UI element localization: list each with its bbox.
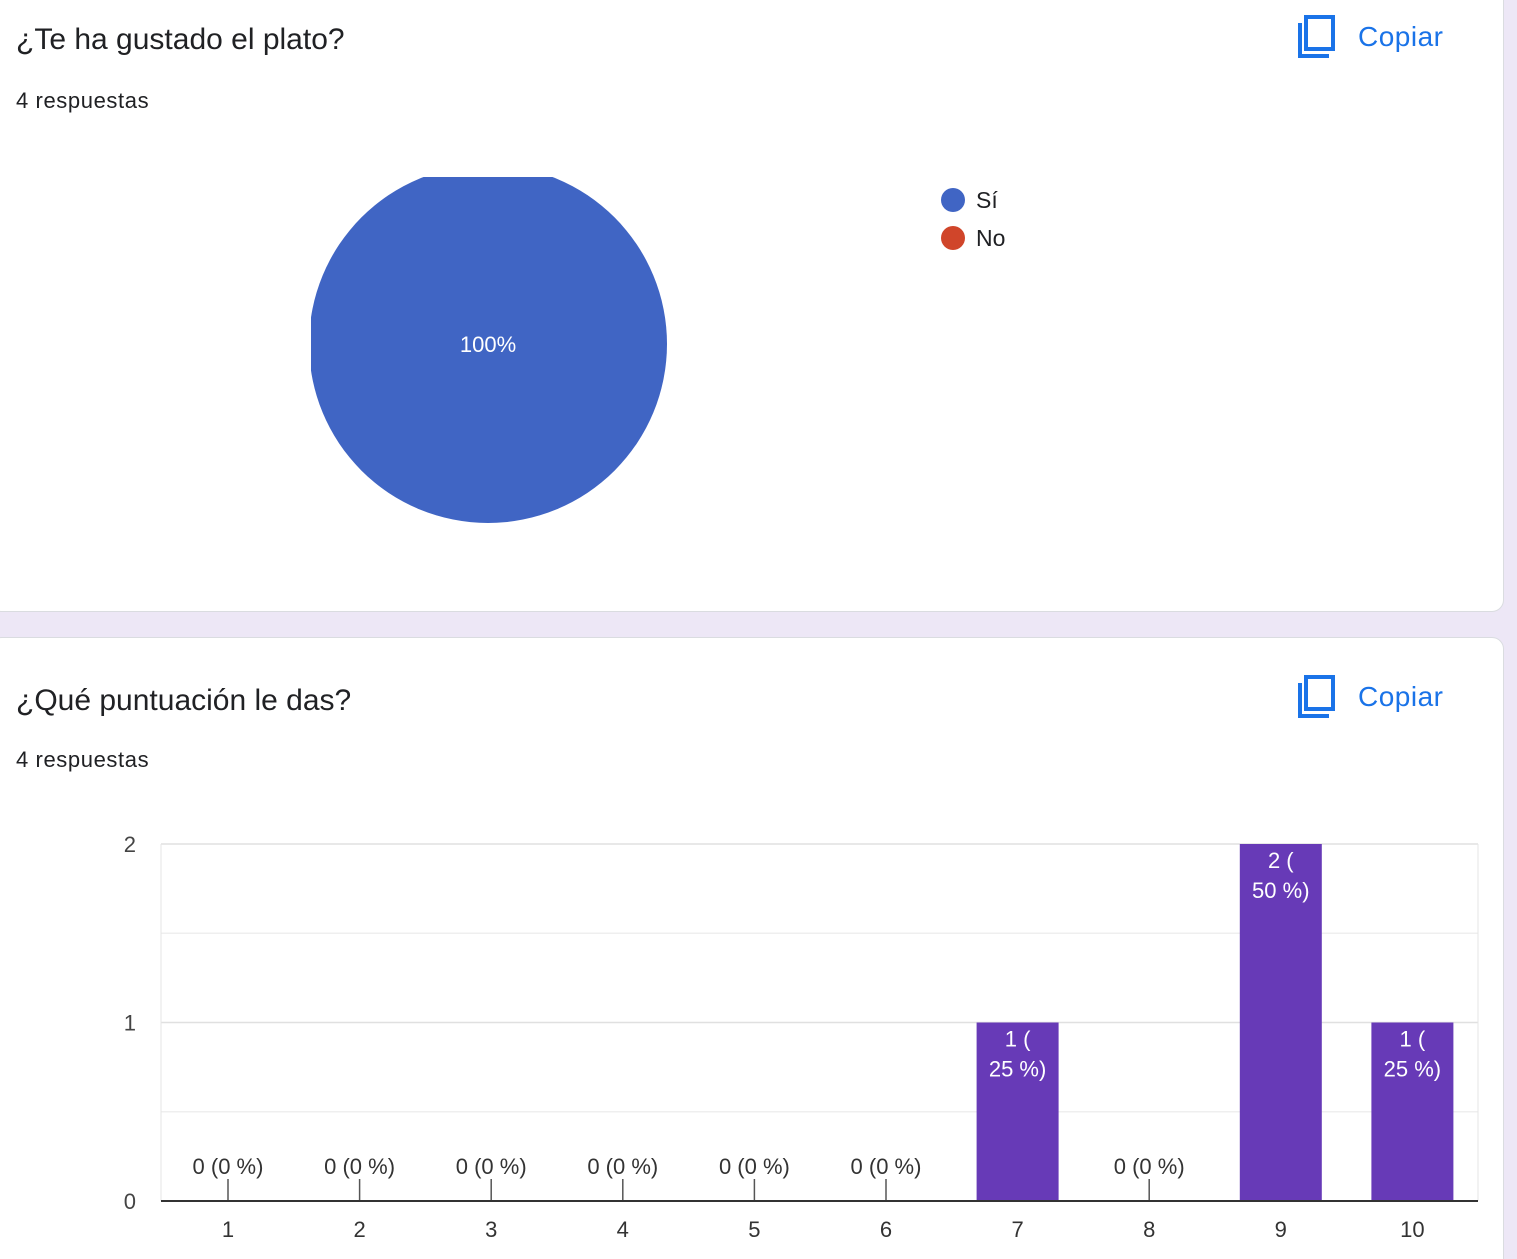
x-tick-label: 5 — [748, 1217, 760, 1242]
y-tick-label: 2 — [124, 832, 136, 857]
question-card-liked: ¿Te ha gustado el plato? 4 respuestas Co… — [0, 0, 1504, 612]
legend-swatch — [941, 188, 965, 212]
bar-data-label: 25 %) — [989, 1057, 1046, 1082]
copy-icon — [1298, 675, 1335, 718]
copy-button[interactable]: Copiar — [1296, 675, 1443, 719]
bar-data-label: 0 (0 %) — [719, 1154, 790, 1179]
response-count: 4 respuestas — [16, 747, 150, 772]
bar-data-label: 0 (0 %) — [456, 1154, 527, 1179]
copy-label: Copiar — [1358, 21, 1444, 52]
x-tick-label: 9 — [1275, 1217, 1287, 1242]
bar-data-label: 0 (0 %) — [587, 1154, 658, 1179]
bar-data-label: 50 %) — [1252, 878, 1309, 903]
x-tick-label: 4 — [617, 1217, 629, 1242]
legend-label: Sí — [976, 186, 998, 213]
question-title: ¿Qué puntuación le das? — [16, 684, 352, 717]
legend-item: Sí — [941, 181, 1005, 219]
bar-chart: 0 1 2 0 (0 %) 1 0 (0 %) 2 0 (0 %) 3 0 (0 %) 4 0 (0 … — [124, 832, 1479, 1242]
bar-data-label: 25 %) — [1384, 1057, 1441, 1082]
x-tick-label: 1 — [222, 1217, 234, 1242]
y-tick-label: 1 — [124, 1011, 136, 1036]
pie-slice-label: 100% — [460, 332, 516, 357]
bar — [976, 1022, 1059, 1201]
question-title: ¿Te ha gustado el plato? — [16, 23, 345, 56]
bar-data-label: 1 ( — [1005, 1027, 1031, 1052]
bar-data-label: 2 ( — [1268, 848, 1294, 873]
legend-label: No — [976, 224, 1006, 251]
x-tick-label: 10 — [1400, 1217, 1424, 1242]
y-tick-label: 0 — [124, 1189, 136, 1214]
bar-data-label: 1 ( — [1400, 1027, 1426, 1052]
pie-slice-0 — [311, 177, 667, 523]
copy-label: Copiar — [1358, 681, 1444, 712]
bar — [1239, 844, 1322, 1201]
bar-data-label: 0 (0 %) — [193, 1154, 264, 1179]
x-tick-label: 3 — [485, 1217, 497, 1242]
bar — [1371, 1022, 1454, 1201]
copy-button[interactable]: Copiar — [1296, 15, 1443, 59]
x-tick-label: 2 — [353, 1217, 365, 1242]
bar-data-label: 0 (0 %) — [851, 1154, 922, 1179]
legend-item: No — [941, 219, 1005, 257]
response-count: 4 respuestas — [16, 88, 150, 113]
copy-icon — [1298, 15, 1335, 58]
pie-legend: Sí No — [941, 181, 1005, 257]
x-tick-label: 8 — [1143, 1217, 1155, 1242]
legend-swatch — [941, 226, 965, 250]
bar-data-label: 0 (0 %) — [324, 1154, 395, 1179]
pie-chart: 100% — [311, 177, 667, 523]
x-tick-label: 6 — [880, 1217, 892, 1242]
x-tick-label: 7 — [1011, 1217, 1023, 1242]
bar-data-label: 0 (0 %) — [1114, 1154, 1185, 1179]
